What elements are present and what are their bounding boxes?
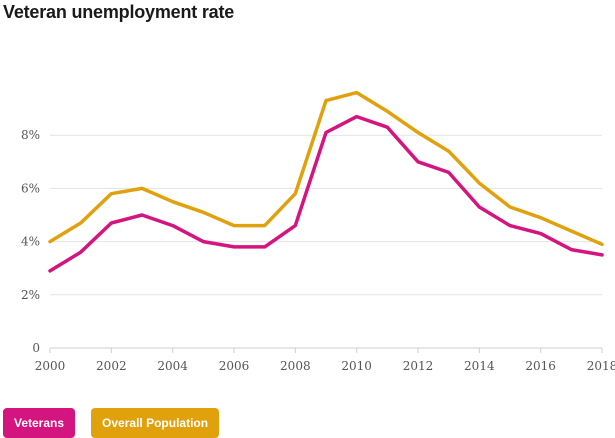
legend-item-veterans[interactable]: Veterans [3,408,76,438]
series-line-overall-population [48,90,604,247]
x-tick-label: 2014 [464,359,495,373]
x-tick-label: 2018 [587,359,615,373]
y-tick-label: 0 [32,341,40,355]
legend: Veterans Overall Population [3,408,220,438]
series-lines [48,90,604,273]
y-tick-label: 8% [21,128,40,142]
x-axis-ticks: 2000 2002 2004 2006 2008 2010 2012 2014 2016 2018 [35,348,615,373]
y-tick-label: 2% [21,288,40,302]
y-tick-label: 4% [21,235,40,249]
chart-title: Veteran unemployment rate [3,2,235,22]
x-tick-label: 2006 [219,359,250,373]
legend-item-overall-population[interactable]: Overall Population [91,408,220,438]
x-tick-label: 2000 [35,359,66,373]
x-tick-label: 2004 [157,359,188,373]
x-tick-label: 2016 [525,359,556,373]
x-tick-label: 2008 [280,359,311,373]
x-tick-label: 2010 [341,359,372,373]
x-tick-label: 2002 [96,359,127,373]
grid-lines [50,134,602,349]
y-axis-ticks: 0 2% 4% 6% 8% [21,128,40,355]
x-tick-label: 2012 [403,359,434,373]
y-tick-label: 6% [21,181,40,195]
series-line-veterans [48,114,604,273]
